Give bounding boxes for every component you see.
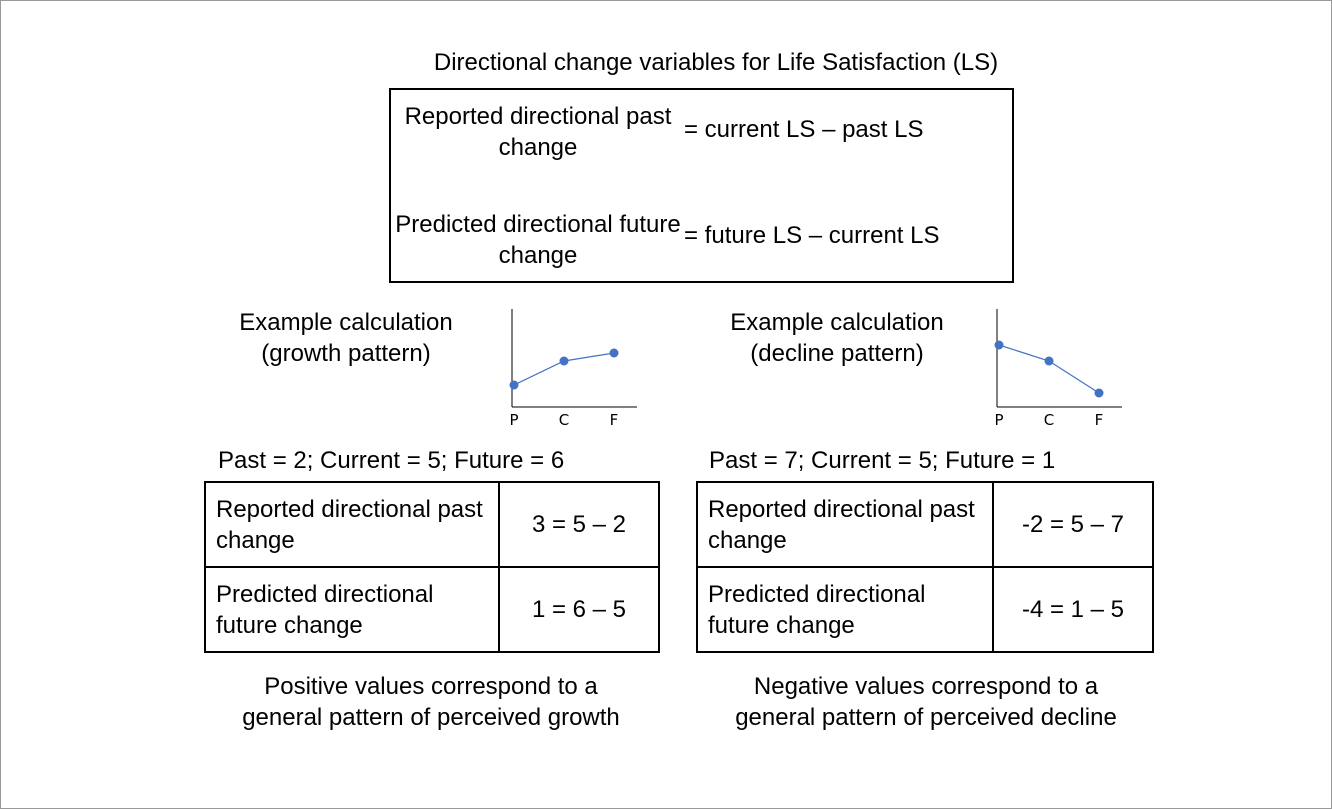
calc-table: Reported directional past change -2 = 5 –… — [696, 481, 1154, 653]
x-tick-label: C — [1044, 411, 1054, 429]
example-heading: Example calculation (growth pattern) — [239, 309, 453, 367]
given-values: Past = 7; Current = 5; Future = 1 — [709, 447, 1056, 474]
title: Directional change variables for Life Sa… — [433, 49, 999, 76]
x-tick-label: F — [610, 411, 619, 429]
row-label: Predicted directional future change — [696, 566, 994, 653]
point — [1094, 388, 1104, 398]
x-tick-label: C — [559, 411, 569, 429]
note: Negative values correspond to a general … — [735, 673, 1117, 731]
point — [1044, 356, 1054, 366]
row-value: -2 = 5 – 7 — [992, 481, 1154, 568]
row-value: 3 = 5 – 2 — [498, 481, 660, 568]
line — [998, 344, 1100, 394]
point — [509, 380, 519, 390]
x-tick-label: P — [509, 411, 518, 429]
row-label: Reported directional past change — [696, 481, 994, 568]
point — [559, 356, 569, 366]
definition-label: Reported directional past change — [404, 103, 672, 161]
row-label: Predicted directional future change — [204, 566, 500, 653]
definition-formula: = future LS – current LS — [684, 222, 940, 249]
example-heading: Example calculation (decline pattern) — [730, 309, 944, 367]
given-values: Past = 2; Current = 5; Future = 6 — [218, 447, 565, 474]
x-tick-label: F — [1095, 411, 1104, 429]
note: Positive values correspond to a general … — [242, 673, 620, 731]
point — [994, 340, 1004, 350]
row-value: 1 = 6 – 5 — [498, 566, 660, 653]
x-tick-label: P — [994, 411, 1003, 429]
definition-label: Predicted directional future change — [395, 211, 681, 269]
row-label: Reported directional past change — [204, 481, 500, 568]
definition-box — [389, 88, 1014, 283]
point — [609, 348, 619, 358]
definition-formula: = current LS – past LS — [684, 116, 924, 143]
calc-table: Reported directional past change 3 = 5 – … — [204, 481, 660, 653]
row-value: -4 = 1 – 5 — [992, 566, 1154, 653]
